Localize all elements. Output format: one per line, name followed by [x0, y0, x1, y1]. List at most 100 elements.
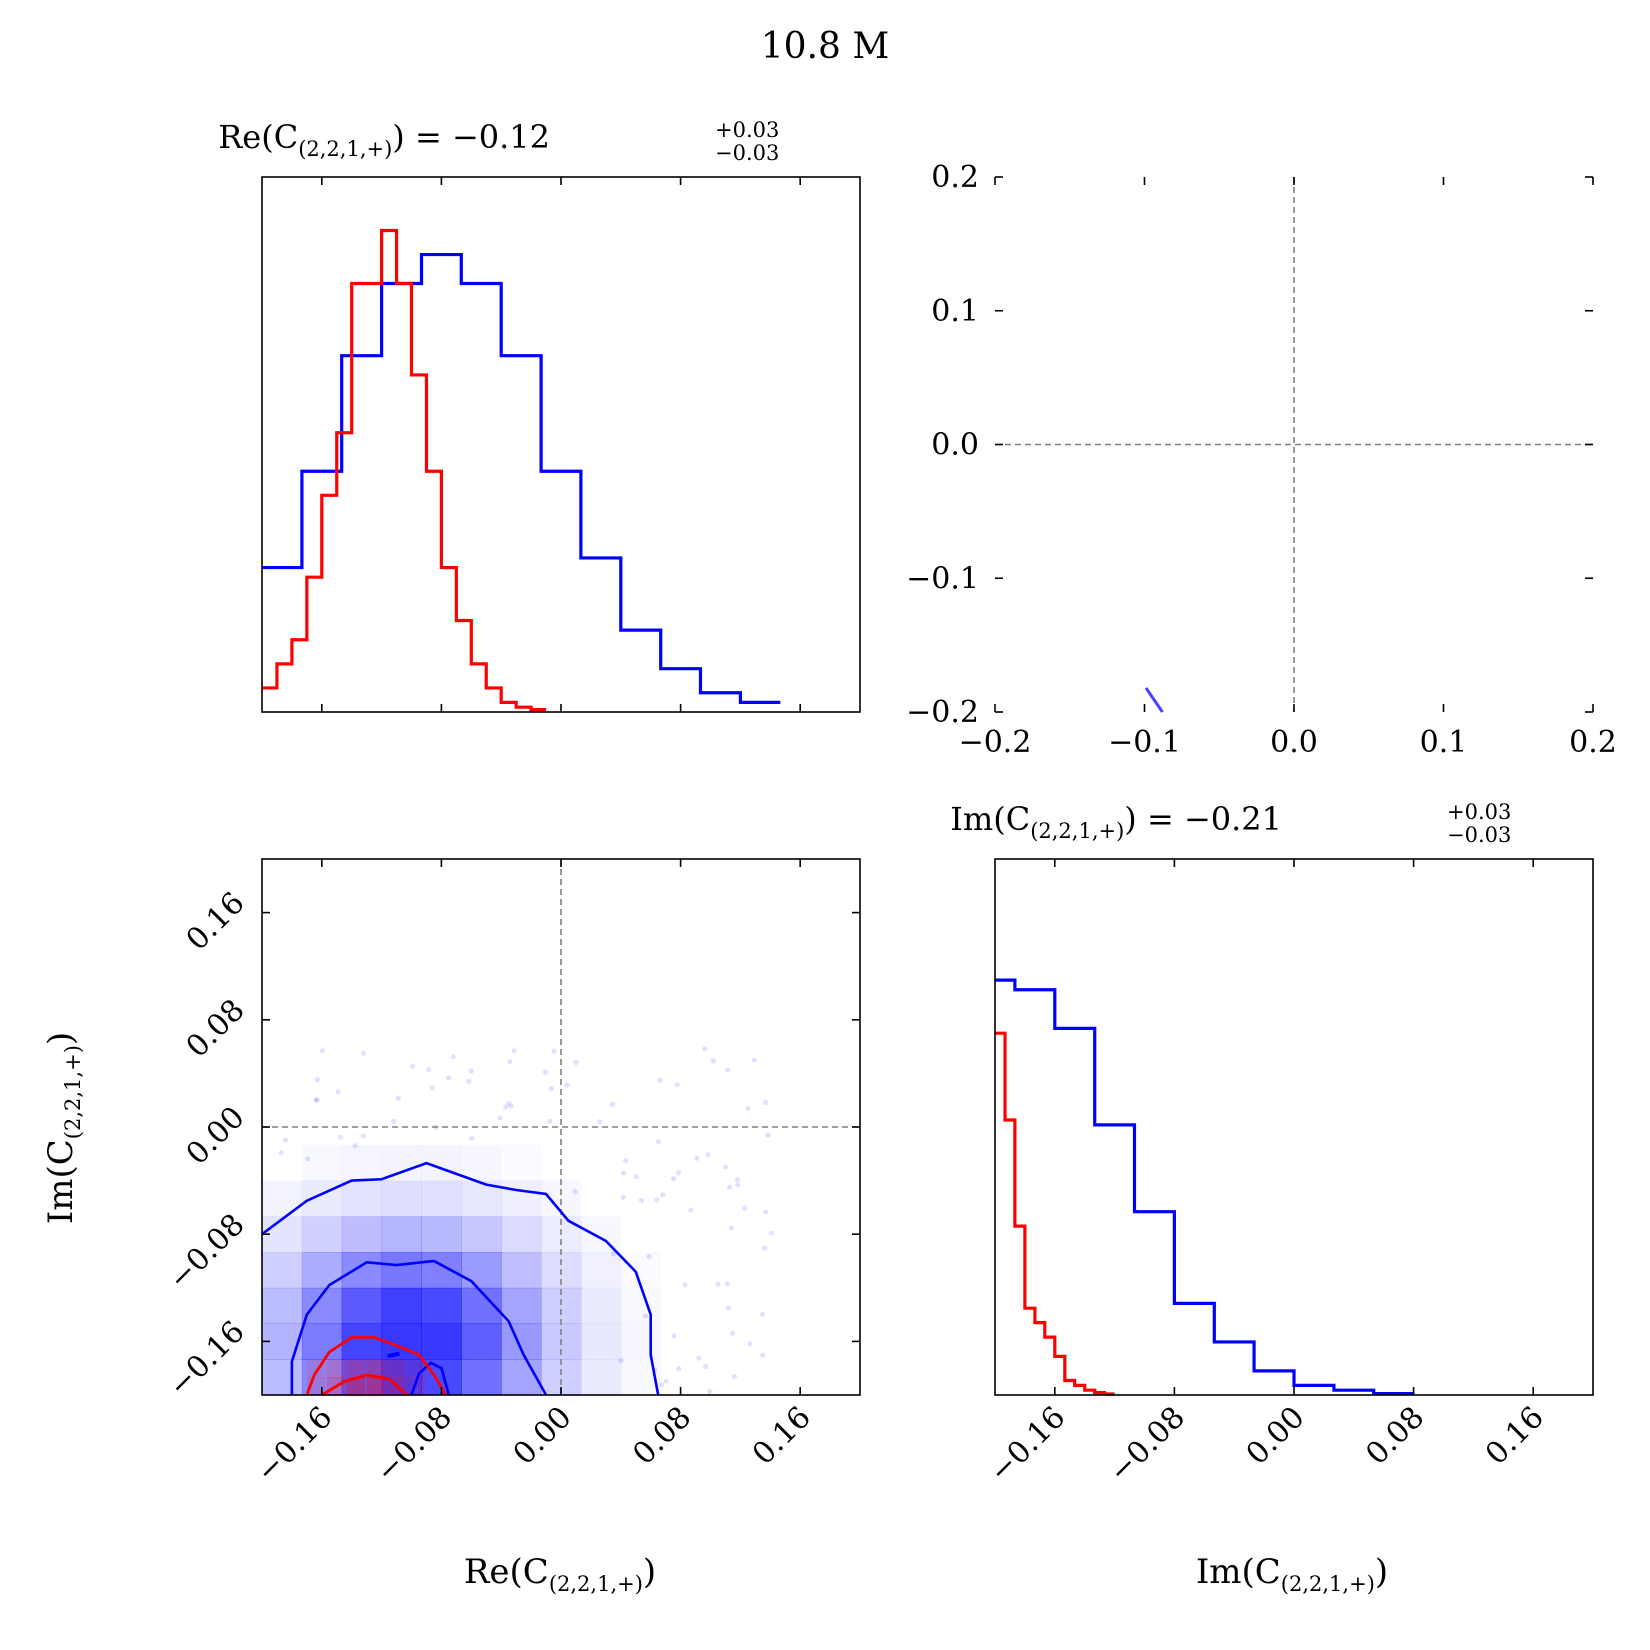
heatmap-point-117	[731, 1373, 738, 1380]
heatmap-cell-2-5	[341, 1180, 383, 1217]
im-hist-xtick-label-1: −0.08	[1102, 1400, 1192, 1490]
heatmap-point-25	[660, 1192, 666, 1198]
heatmap-red-contour-1	[321, 1373, 408, 1397]
heatmap-point-81	[335, 1089, 341, 1095]
heatmap-blue-contour-2	[387, 1351, 400, 1359]
heatmap-point-37	[710, 1058, 716, 1064]
heatmap-point-39	[654, 1197, 660, 1203]
heatmap-point-59	[702, 1363, 709, 1370]
heatmap-point-138	[763, 1209, 769, 1215]
heatmap-ylabel: Im(C(2,2,1,+))	[41, 1032, 85, 1224]
heatmap-cell-0-5	[262, 1180, 303, 1217]
heatmap-cell-4-3	[421, 1252, 462, 1289]
heatmap-point-131	[573, 1059, 579, 1066]
heatmap-red-cell-2-0	[346, 1377, 366, 1397]
heatmap-point-50	[337, 1134, 344, 1140]
re-hist-title-plus: +0.03	[715, 118, 779, 142]
heatmap-blue-contour-0	[261, 1161, 660, 1396]
heatmap-red-cell-4-1	[386, 1359, 406, 1379]
heatmap-point-106	[429, 1085, 435, 1091]
heatmap-point-214	[715, 1281, 721, 1287]
heatmap-point-134	[742, 1205, 748, 1211]
heatmap-point-150	[725, 1305, 732, 1311]
re-hist-title-label: Re(C	[218, 118, 298, 156]
heatmap-cell-5-4	[461, 1216, 502, 1253]
heatmap-point-147	[657, 1077, 663, 1083]
heatmap-cell-2-2	[341, 1287, 383, 1325]
re-hist-ticks	[320, 177, 802, 712]
heatmap-cell-2-1	[341, 1323, 383, 1360]
heatmap-cell-6-3	[501, 1252, 542, 1289]
heatmap-ytick-label-4: −0.16	[162, 1314, 252, 1404]
im-hist-xtick-label-3: 0.08	[1359, 1400, 1431, 1472]
heatmap-point-121	[706, 1388, 713, 1395]
heatmap-red-cell-3-0	[366, 1377, 386, 1397]
re-hist-title: Re(C(2,2,1,+)) = −0.12	[218, 118, 550, 161]
heatmap-red-cell-2-1	[346, 1359, 366, 1379]
heatmap-point-153	[450, 1054, 456, 1060]
im-hist-title-minus: −0.03	[1447, 823, 1511, 847]
heatmap-point-95	[722, 1164, 729, 1170]
heatmap-point-89	[597, 1119, 603, 1125]
heatmap-xtick-label-1: −0.08	[369, 1400, 459, 1490]
heatmap-point-11	[751, 1057, 757, 1063]
heatmap-point-195	[508, 1103, 514, 1109]
heatmap-point-22	[395, 1095, 401, 1101]
heatmap-cell-9-2	[621, 1288, 661, 1324]
heatmap-point-209	[663, 1378, 669, 1384]
heatmap-point-29	[620, 1194, 626, 1200]
heatmap-point-193	[671, 1333, 677, 1339]
im-hist-frame	[994, 858, 1594, 1396]
heatmap-point-154	[688, 1207, 694, 1213]
heatmap-point-135	[676, 1170, 682, 1176]
heatmap-point-71	[446, 1075, 452, 1081]
heatmap-cell-8-3	[580, 1252, 622, 1289]
heatmap-cell-1-4	[301, 1216, 343, 1253]
heatmap-xlabel-label: Re(C	[464, 1552, 549, 1592]
empty-scatter-ytick-label-2: 0.0	[931, 428, 979, 463]
heatmap-point-201	[659, 1382, 665, 1388]
heatmap-cell-5-1	[461, 1323, 502, 1360]
im-hist-xlabel-sub: (2,2,1,+)	[1281, 1572, 1375, 1596]
im-hist-title-sub: (2,2,1,+)	[1030, 819, 1124, 843]
re-hist-title-value: ) = −0.12	[392, 118, 550, 156]
heatmap-point-175	[426, 1066, 432, 1073]
heatmap-point-170	[705, 1152, 711, 1158]
re-hist-title-sub: (2,2,1,+)	[298, 137, 392, 161]
heatmap-cell-8-0	[580, 1359, 622, 1396]
heatmap-cell-3-4	[381, 1216, 422, 1253]
heatmap-point-190	[727, 1184, 733, 1190]
re-hist-frame	[261, 176, 861, 713]
heatmap-point-16	[360, 1050, 367, 1056]
im-hist-xtick-label-4: 0.16	[1479, 1400, 1551, 1472]
empty-scatter-ytick-label-0: 0.2	[931, 160, 979, 195]
empty-scatter-xtick-label-1: −0.1	[1108, 725, 1181, 760]
heatmap-point-85	[724, 1281, 730, 1287]
heatmap-point-21	[314, 1077, 321, 1083]
heatmap-xtick-label-4: 0.16	[746, 1400, 818, 1472]
heatmap-point-93	[655, 1139, 662, 1145]
figure-title: 10.8 M	[761, 26, 889, 67]
heatmap-point-54	[609, 1101, 616, 1108]
heatmap-point-44	[409, 1063, 416, 1069]
heatmap-red-contour-0	[305, 1335, 448, 1396]
heatmap-ytick-label-0: 0.16	[180, 886, 252, 958]
empty-scatter-reference-lines	[995, 177, 1593, 712]
heatmap-red-cell-3-1	[366, 1359, 386, 1379]
im-hist-title-plus: +0.03	[1447, 800, 1511, 824]
heatmap-cell-2-4	[341, 1216, 383, 1253]
heatmap-cell-4-1	[421, 1323, 462, 1360]
heatmap-ytick-label-2: 0.00	[180, 1100, 252, 1172]
empty-scatter-xtick-label-0: −0.2	[959, 725, 1032, 760]
im-hist-series	[995, 978, 1414, 1396]
heatmap-point-146	[466, 1078, 472, 1084]
heatmap-point-213	[734, 1176, 741, 1183]
heatmap-point-30	[759, 1311, 766, 1317]
empty-scatter-ytick-label-4: −0.2	[906, 695, 979, 730]
heatmap-point-88	[551, 1048, 557, 1054]
heatmap-ylabel-close: )	[41, 1032, 81, 1045]
im-hist-series-1-line	[995, 1031, 1115, 1396]
heatmap-point-72	[638, 1197, 644, 1203]
panel-re-histogram: Re(C(2,2,1,+)) = −0.12 +0.03 −0.03	[218, 118, 861, 713]
panel-empty-scatter: −0.2 0.2 −0.1 0.1 0.0 0.0 0.1 −0.1 0.2 −0.2	[906, 160, 1617, 760]
